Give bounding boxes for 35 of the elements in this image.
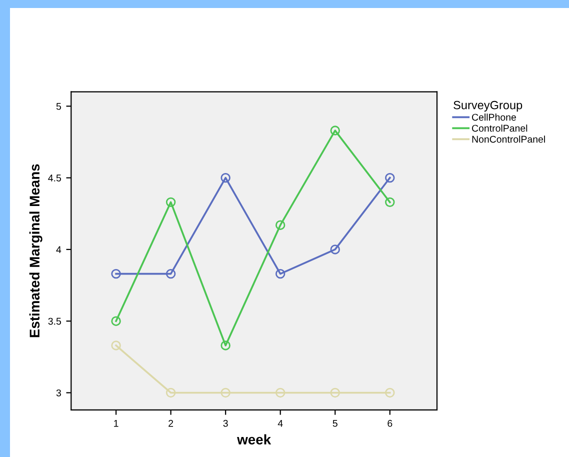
x-tick-label: 3: [223, 420, 228, 427]
legend-label: NonControlPanel: [472, 136, 545, 143]
y-tick-label: 4: [56, 246, 62, 253]
y-axis-title: Estimated Marginal Means: [29, 164, 42, 338]
point: [330, 244, 340, 254]
x-tick-label: 2: [168, 420, 174, 427]
x-axis-title: week: [237, 434, 272, 444]
point: [385, 197, 395, 208]
point: [275, 268, 286, 279]
point: [111, 316, 121, 326]
point: [330, 388, 340, 398]
legend-label: ControlPanel: [472, 124, 528, 132]
legend-title: SurveyGroup: [454, 100, 522, 112]
point: [220, 388, 230, 398]
x-tick-label: 6: [388, 420, 392, 427]
y-tick-label: 4.5: [48, 174, 61, 182]
point: [166, 197, 176, 208]
x-tick-label: 4: [278, 420, 283, 427]
point: [166, 388, 176, 398]
y-tick-label: 3: [56, 389, 61, 396]
point: [385, 388, 395, 398]
point: [385, 172, 395, 183]
point: [220, 172, 230, 183]
y-tick-label: 5: [56, 103, 61, 110]
legend-label: CellPhone: [472, 114, 516, 121]
x-tick-label: 1: [114, 420, 118, 427]
point: [330, 126, 340, 136]
point: [275, 220, 286, 230]
y-tick-label: 3.5: [48, 318, 61, 325]
point: [275, 388, 286, 398]
x-tick-label: 5: [332, 420, 338, 427]
point: [220, 340, 230, 350]
point: [166, 268, 176, 279]
point: [111, 340, 121, 350]
point: [111, 268, 121, 279]
